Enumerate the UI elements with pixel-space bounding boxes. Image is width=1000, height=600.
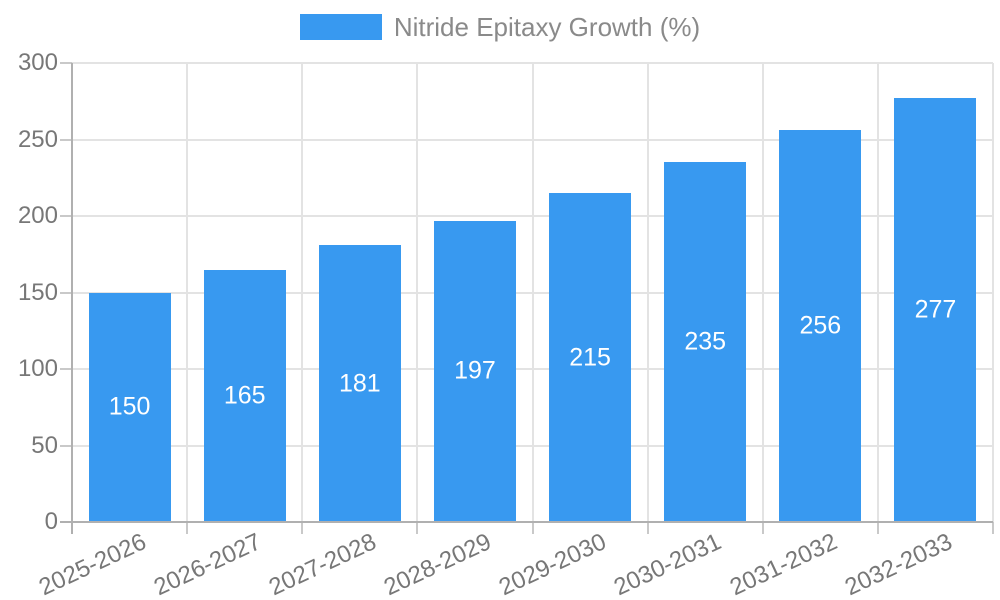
y-tick-label: 0 <box>44 508 58 535</box>
y-tick-label: 50 <box>31 431 58 459</box>
y-tick-label: 250 <box>17 125 58 153</box>
y-tick-mark <box>60 291 72 294</box>
x-tick-mark <box>761 522 764 534</box>
bar-2026-2027[interactable] <box>203 269 286 522</box>
v-gridline <box>992 63 994 522</box>
y-tick-mark <box>60 215 72 217</box>
bar-2028-2029[interactable] <box>433 220 516 522</box>
legend-label: Nitride Epitaxy Growth (%) <box>393 12 701 42</box>
y-axis-line <box>71 63 73 534</box>
x-tick-mark <box>416 522 419 534</box>
v-gridline <box>416 63 419 522</box>
x-tick-mark <box>186 522 189 534</box>
legend-swatch <box>299 14 382 40</box>
x-tick-label: 2031-2032 <box>725 528 841 600</box>
y-tick-mark <box>60 138 72 141</box>
y-tick-mark <box>60 368 72 370</box>
bar-value-label: 150 <box>108 392 151 421</box>
bar-2031-2032[interactable] <box>779 130 862 522</box>
x-tick-mark <box>876 522 879 534</box>
x-tick-label: 2026-2027 <box>149 528 266 600</box>
y-tick-mark <box>60 444 72 447</box>
bar-value-label: 215 <box>569 343 611 372</box>
bar-value-label: 197 <box>454 356 496 385</box>
v-gridline <box>531 63 534 522</box>
bar-value-label: 181 <box>338 369 381 398</box>
v-gridline <box>301 63 304 522</box>
bar-2029-2030[interactable] <box>549 193 632 522</box>
bar-2030-2031[interactable] <box>664 162 747 522</box>
x-tick-label: 2028-2029 <box>380 528 496 600</box>
x-tick-mark <box>301 522 304 534</box>
y-tick-mark <box>60 62 72 64</box>
legend-item[interactable]: Nitride Epitaxy Growth (%) <box>0 14 1000 40</box>
bar-2025-2026[interactable] <box>88 292 171 522</box>
bar-value-label: 256 <box>799 311 842 340</box>
x-tick-label: 2029-2030 <box>495 528 611 600</box>
x-tick-label: 2032-2033 <box>840 528 957 600</box>
v-gridline <box>646 63 649 522</box>
x-tick-mark <box>646 522 649 534</box>
y-tick-label: 100 <box>17 355 58 382</box>
x-tick-mark <box>992 522 994 534</box>
bar-value-label: 235 <box>684 327 727 356</box>
x-axis-line <box>60 521 993 523</box>
x-tick-label: 2025-2026 <box>34 528 151 600</box>
bar-value-label: 277 <box>914 295 957 324</box>
v-gridline <box>761 63 764 522</box>
v-gridline <box>876 63 879 522</box>
bar-2032-2033[interactable] <box>894 98 977 522</box>
x-tick-mark <box>531 522 534 534</box>
y-tick-label: 150 <box>17 278 58 306</box>
v-gridline <box>186 63 189 522</box>
x-tick-label: 2027-2028 <box>264 528 381 600</box>
x-tick-label: 2030-2031 <box>610 528 726 600</box>
bar-value-label: 165 <box>223 381 266 410</box>
y-tick-label: 300 <box>17 49 58 76</box>
y-tick-label: 200 <box>17 202 58 229</box>
bar-2027-2028[interactable] <box>318 245 401 522</box>
